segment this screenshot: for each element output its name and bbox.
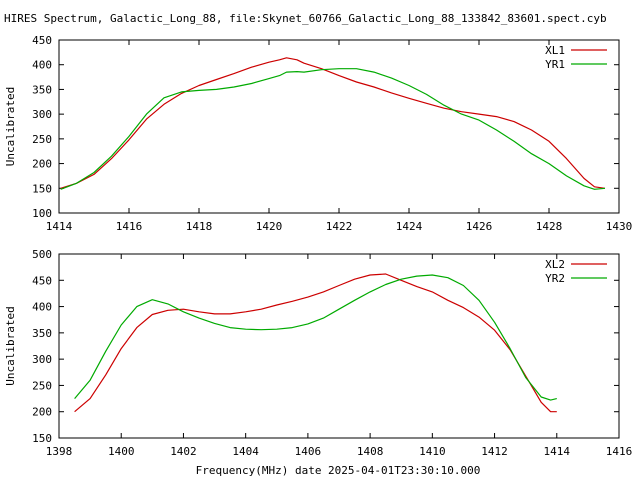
x-tick-label: 1430 bbox=[606, 220, 633, 233]
legend-label: YR1 bbox=[545, 58, 565, 71]
series-line-yr1 bbox=[60, 68, 606, 190]
x-axis-label: Frequency(MHz) date 2025-04-01T23:30:10.… bbox=[196, 464, 481, 477]
y-tick-label: 450 bbox=[32, 274, 52, 287]
x-tick-label: 1416 bbox=[116, 220, 143, 233]
chart-title: HIRES Spectrum, Galactic_Long_88, file:S… bbox=[4, 12, 607, 25]
x-tick-label: 1418 bbox=[186, 220, 213, 233]
y-axis-label: Uncalibrated bbox=[4, 306, 17, 385]
x-tick-label: 1416 bbox=[606, 445, 633, 458]
y-tick-label: 450 bbox=[32, 34, 52, 47]
y-tick-label: 250 bbox=[32, 379, 52, 392]
x-tick-label: 1426 bbox=[466, 220, 493, 233]
y-tick-label: 150 bbox=[32, 432, 52, 445]
x-tick-label: 1402 bbox=[170, 445, 197, 458]
y-tick-label: 150 bbox=[32, 182, 52, 195]
series-line-xl2 bbox=[74, 273, 557, 413]
legend-label: YR2 bbox=[545, 272, 565, 285]
x-tick-label: 1400 bbox=[108, 445, 135, 458]
x-tick-label: 1408 bbox=[357, 445, 384, 458]
chart-panel-1: 1414 1416 1418 1420 1422 1424 1426 1428 1430 100 1… bbox=[4, 34, 632, 233]
x-tick-label: 1420 bbox=[256, 220, 283, 233]
series-line-yr2 bbox=[74, 274, 557, 401]
y-tick-label: 350 bbox=[32, 327, 52, 340]
x-tick-label: 1422 bbox=[326, 220, 353, 233]
series-line-xl1 bbox=[60, 57, 606, 189]
x-tick-label: 1414 bbox=[46, 220, 73, 233]
x-tick-label: 1406 bbox=[295, 445, 322, 458]
legend-label: XL1 bbox=[545, 44, 565, 57]
y-tick-label: 300 bbox=[32, 108, 52, 121]
y-tick-label: 400 bbox=[32, 301, 52, 314]
x-tick-label: 1412 bbox=[481, 445, 508, 458]
x-tick-label: 1404 bbox=[232, 445, 259, 458]
y-tick-label: 300 bbox=[32, 353, 52, 366]
plot-frame bbox=[58, 253, 620, 439]
y-tick-label: 100 bbox=[32, 207, 52, 220]
x-tick-label: 1398 bbox=[46, 445, 73, 458]
y-tick-label: 350 bbox=[32, 83, 52, 96]
x-tick-label: 1414 bbox=[544, 445, 571, 458]
y-tick-label: 500 bbox=[32, 248, 52, 261]
x-tick-label: 1410 bbox=[419, 445, 446, 458]
y-tick-label: 400 bbox=[32, 59, 52, 72]
x-tick-label: 1424 bbox=[396, 220, 423, 233]
chart-panel-2: 1398 1400 1402 1404 1406 1408 1410 1412 1414 1416… bbox=[4, 248, 632, 458]
legend-label: XL2 bbox=[545, 258, 565, 271]
plot-frame bbox=[58, 39, 620, 214]
y-axis-label: Uncalibrated bbox=[4, 87, 17, 166]
y-tick-label: 200 bbox=[32, 406, 52, 419]
y-tick-label: 200 bbox=[32, 158, 52, 171]
x-tick-label: 1428 bbox=[536, 220, 563, 233]
y-tick-label: 250 bbox=[32, 133, 52, 146]
